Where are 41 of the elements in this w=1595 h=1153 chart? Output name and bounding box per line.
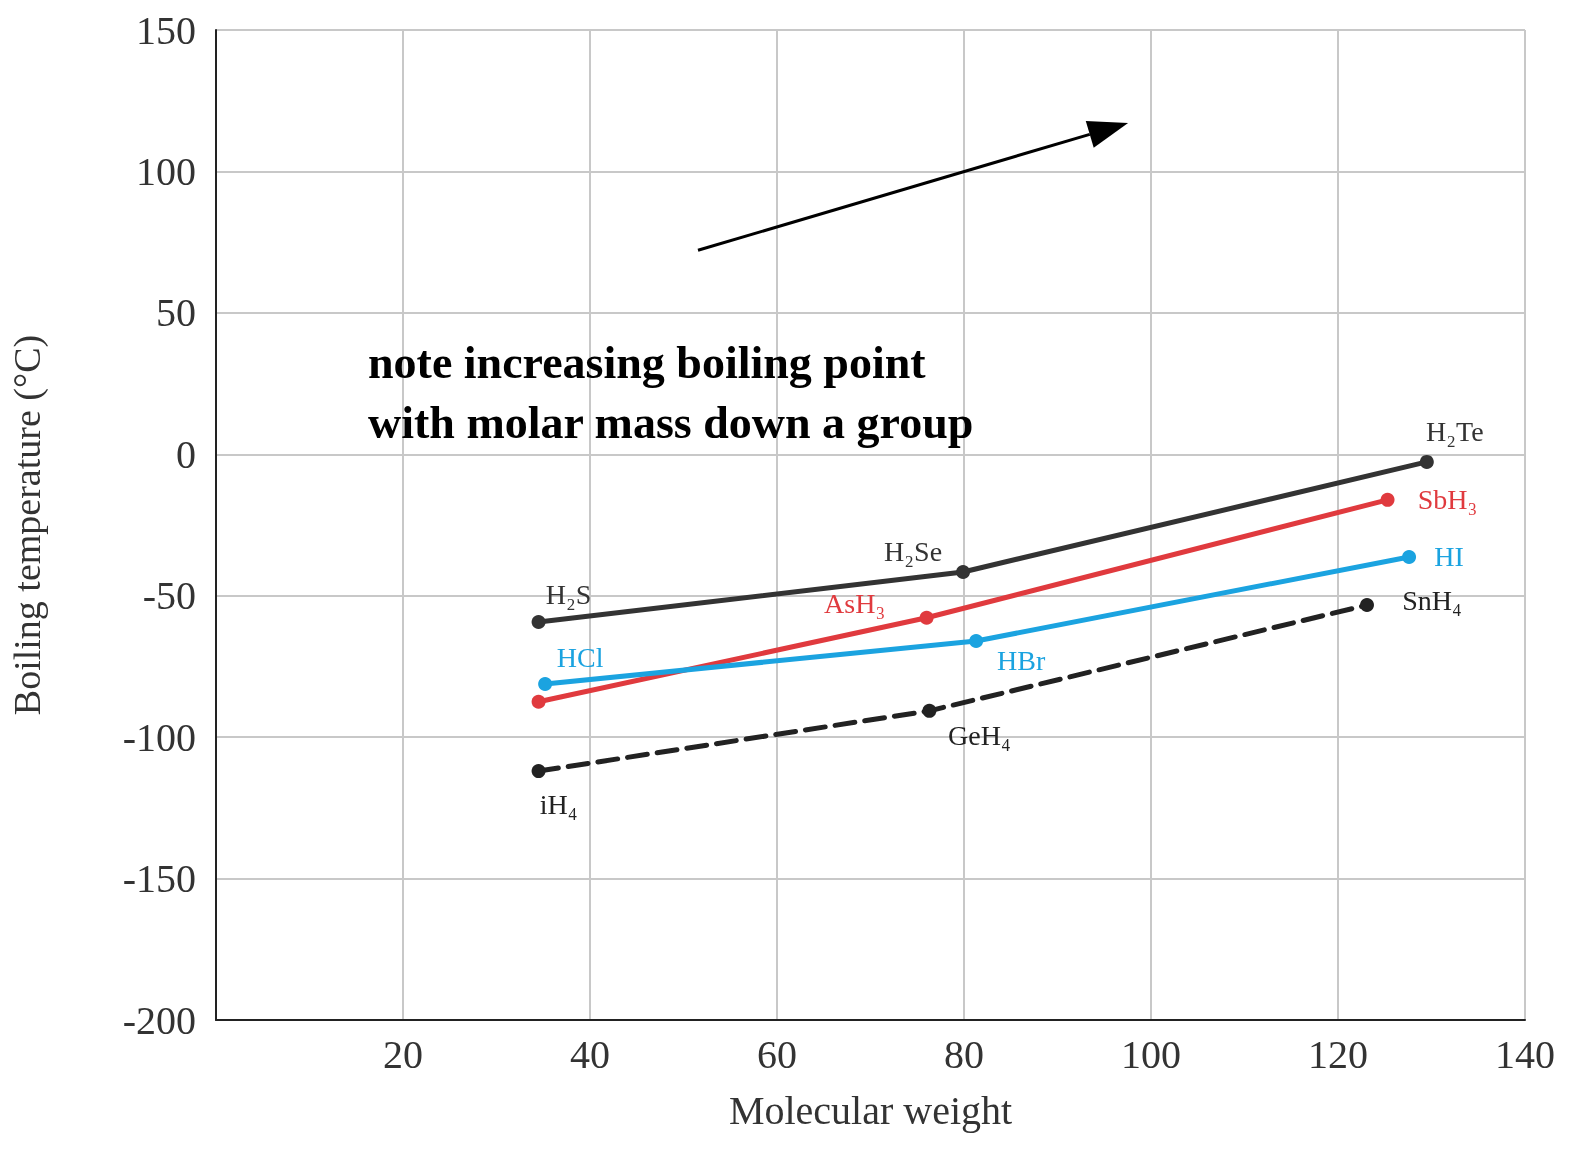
point	[956, 564, 971, 579]
y-tick-label: -50	[142, 573, 196, 619]
y-tick-label: 0	[176, 431, 196, 477]
point	[1419, 454, 1434, 469]
y-tick-label: 100	[136, 148, 196, 194]
annotation: HCl	[556, 642, 604, 674]
y-axis-title: Boiling temperature (°C)	[6, 334, 49, 716]
x-tick-label: 20	[383, 1031, 423, 1077]
x-tick-label: 40	[570, 1031, 610, 1077]
x-tick-label: 140	[1495, 1031, 1555, 1077]
point	[531, 764, 546, 779]
x-axis-title: Molecular weight	[728, 1087, 1013, 1133]
y-tick-label: -100	[122, 714, 196, 760]
y-tick-label: 150	[136, 7, 196, 53]
annotation: iH₄	[539, 788, 578, 820]
annotation: AsH₃	[824, 588, 886, 620]
annotation: H₂S	[545, 578, 592, 610]
y-tick-label: -150	[122, 856, 196, 902]
point	[531, 615, 546, 630]
x-tick-label: 80	[944, 1031, 984, 1077]
point	[1360, 598, 1374, 613]
point	[531, 694, 546, 709]
point	[922, 703, 937, 718]
x-tick-label: 120	[1308, 1031, 1368, 1077]
annotation: HBr	[997, 645, 1046, 677]
x-tick-label: 60	[757, 1031, 797, 1077]
annotation: H₂Se	[884, 536, 943, 568]
annotation: SnH₄	[1402, 584, 1462, 616]
y-tick-label: -200	[122, 997, 196, 1043]
x-tick-label: 100	[1121, 1031, 1181, 1077]
annotation: note increasing boiling point with molar mass down a group	[368, 336, 974, 448]
point	[538, 676, 553, 691]
point	[1380, 492, 1395, 507]
point	[969, 633, 984, 648]
annotation: H₂Te	[1426, 416, 1484, 448]
annotation: SbH₃	[1417, 484, 1478, 516]
point	[919, 610, 934, 625]
point	[1402, 549, 1417, 564]
annotation: GeH₄	[948, 720, 1011, 752]
annotation: HI	[1434, 541, 1464, 573]
y-tick-label: 50	[156, 290, 196, 336]
